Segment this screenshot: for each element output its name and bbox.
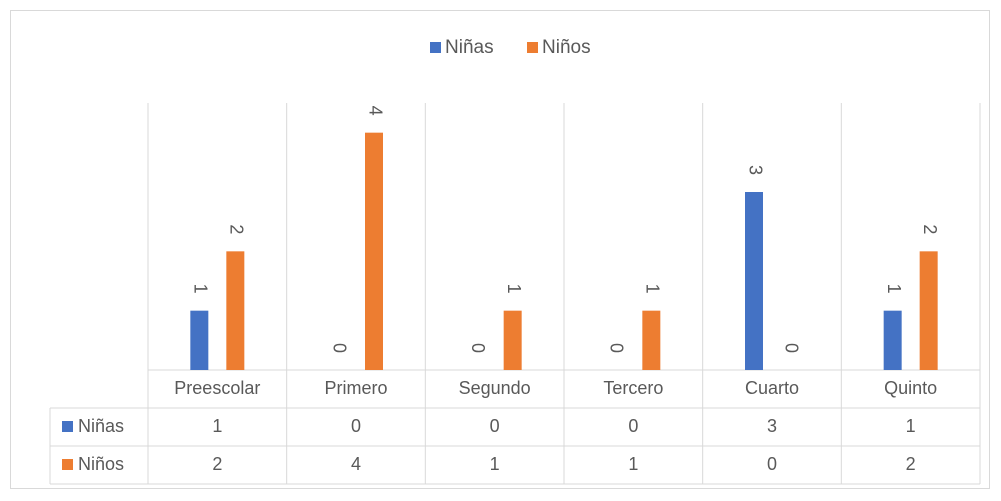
table-cell: 0 <box>490 416 500 436</box>
data-label: 1 <box>504 284 524 294</box>
data-label: 4 <box>365 106 385 116</box>
x-tick-label: Quinto <box>884 378 937 398</box>
table-cell: 1 <box>212 416 222 436</box>
table-legend-key <box>62 421 73 432</box>
data-label: 2 <box>227 224 247 234</box>
table-legend-key <box>62 459 73 470</box>
data-label: 2 <box>920 224 940 234</box>
table-row-label: Niñas <box>78 416 124 436</box>
data-label: 0 <box>781 343 801 353</box>
x-tick-label: Segundo <box>459 378 531 398</box>
table-cell: 1 <box>906 416 916 436</box>
table-cell: 1 <box>490 454 500 474</box>
table-cell: 2 <box>906 454 916 474</box>
data-label: 0 <box>468 343 488 353</box>
bar <box>226 251 245 370</box>
table-row-label: Niños <box>78 454 124 474</box>
data-label: 3 <box>745 165 765 175</box>
bar <box>919 251 938 370</box>
legend-label: Niñas <box>445 37 494 58</box>
bar <box>365 132 383 370</box>
data-label: 0 <box>329 343 349 353</box>
x-tick-label: Preescolar <box>174 378 260 398</box>
bar <box>190 310 209 370</box>
table-cell: 0 <box>628 416 638 436</box>
data-label: 1 <box>191 284 211 294</box>
table-cell: 2 <box>212 454 222 474</box>
legend-swatch <box>527 42 538 53</box>
table-cell: 1 <box>628 454 638 474</box>
data-label: 0 <box>607 343 627 353</box>
table-cell: 4 <box>351 454 361 474</box>
x-tick-label: Cuarto <box>745 378 799 398</box>
data-label: 1 <box>643 284 663 294</box>
bar <box>745 192 763 370</box>
data-label: 1 <box>884 284 904 294</box>
table-cell: 0 <box>767 454 777 474</box>
table-cell: 0 <box>351 416 361 436</box>
x-tick-label: Primero <box>324 378 387 398</box>
chart-border <box>10 10 990 489</box>
legend-label: Niños <box>542 37 591 58</box>
table-cell: 3 <box>767 416 777 436</box>
bar <box>642 310 661 370</box>
legend-swatch <box>430 42 441 53</box>
x-tick-label: Tercero <box>603 378 663 398</box>
bar <box>883 310 902 370</box>
bar <box>503 310 522 370</box>
